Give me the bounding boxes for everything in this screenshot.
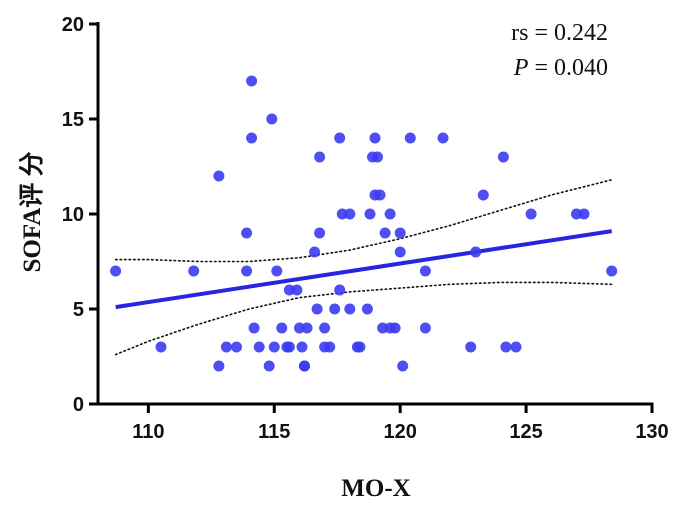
data-point (419, 265, 431, 277)
data-point (266, 113, 278, 125)
y-tick-label: 10 (62, 204, 84, 226)
data-point (155, 341, 167, 353)
x-tick-label: 125 (509, 421, 542, 443)
data-point (246, 75, 258, 87)
data-point (301, 322, 313, 334)
y-tick-label: 5 (73, 299, 84, 321)
data-point (361, 303, 373, 315)
data-point (477, 189, 489, 201)
data-point (241, 265, 253, 277)
data-point (606, 265, 618, 277)
data-point (291, 284, 303, 296)
data-point (231, 341, 242, 353)
data-point (389, 322, 401, 334)
data-point (344, 208, 356, 220)
data-point (213, 360, 225, 372)
data-point (213, 170, 225, 182)
data-point (372, 151, 383, 163)
data-point (276, 322, 288, 334)
data-point (299, 360, 310, 372)
data-point (263, 360, 275, 372)
x-tick-label: 120 (383, 421, 416, 443)
data-point (497, 151, 509, 163)
data-point (309, 246, 321, 258)
data-point (437, 132, 449, 144)
data-point (314, 227, 326, 239)
tick-labels: 0 5 10 15 20 110 115 120 125 130 (62, 14, 669, 443)
data-point (419, 322, 431, 334)
confidence-lower-curve (114, 281, 613, 356)
x-tick-label: 115 (258, 421, 290, 443)
data-point (334, 284, 346, 296)
data-point (253, 341, 265, 353)
y-axis-title: SOFA评 分 (18, 151, 46, 272)
data-point (394, 246, 406, 258)
confidence-band (114, 179, 613, 356)
axes (89, 22, 654, 413)
data-point (188, 265, 200, 277)
x-axis-title: MO-X (341, 475, 410, 502)
data-point (248, 322, 260, 334)
data-point (271, 265, 283, 277)
data-point (296, 341, 308, 353)
data-point (311, 303, 323, 315)
data-point (397, 360, 409, 372)
y-tick-label: 0 (73, 394, 84, 416)
data-point (334, 132, 346, 144)
p-value: = 0.040 (528, 55, 608, 81)
data-point (314, 151, 326, 163)
data-point (329, 303, 341, 315)
data-point (510, 341, 522, 353)
data-point (324, 341, 336, 353)
data-point (220, 341, 232, 353)
data-point (268, 341, 280, 353)
data-point (500, 341, 512, 353)
y-tick-label: 15 (62, 109, 84, 131)
regression-line-segment (115, 229, 613, 310)
data-point (364, 208, 376, 220)
data-point (344, 303, 356, 315)
data-point (369, 132, 381, 144)
p-label: P (513, 55, 529, 81)
y-tick-label: 20 (62, 14, 84, 36)
data-point (241, 227, 253, 239)
data-point (404, 132, 416, 144)
data-point (394, 227, 406, 239)
data-point (354, 341, 366, 353)
data-point (374, 189, 386, 201)
data-point (465, 341, 477, 353)
p-value-stat: P = 0.040 (513, 55, 608, 81)
data-point (319, 322, 331, 334)
data-point (384, 208, 396, 220)
x-tick-label: 110 (132, 421, 164, 443)
data-point (470, 246, 482, 258)
data-point (110, 265, 122, 277)
regression-line (115, 229, 613, 310)
confidence-upper-curve (114, 179, 613, 263)
x-tick-label: 130 (635, 421, 668, 443)
data-point (525, 208, 537, 220)
data-point (379, 227, 391, 239)
data-point (283, 341, 295, 353)
rs-stat: rs = 0.242 (511, 20, 608, 46)
data-points (110, 75, 618, 372)
data-point (578, 208, 590, 220)
data-point (246, 132, 258, 144)
